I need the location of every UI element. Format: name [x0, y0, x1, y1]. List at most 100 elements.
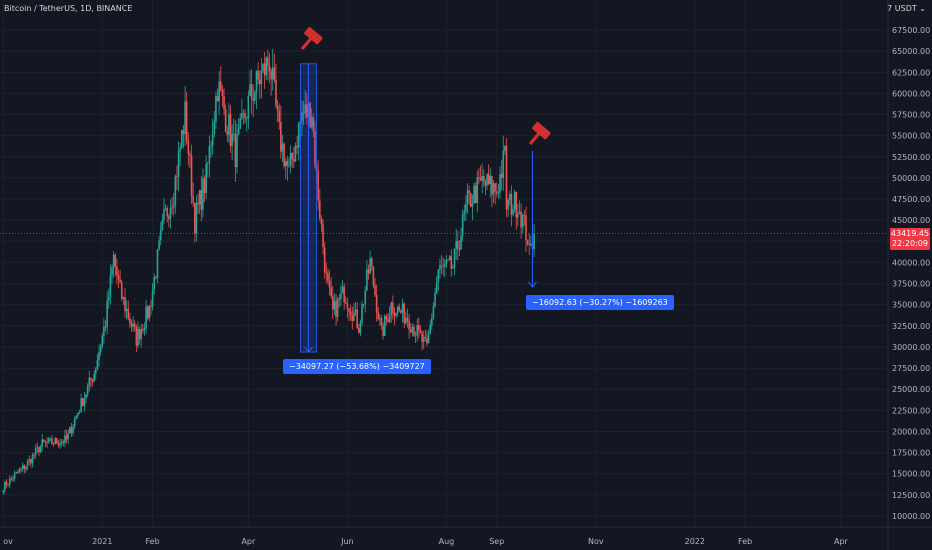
candle-body — [416, 325, 419, 336]
candle-body — [181, 130, 183, 148]
candle-body — [421, 333, 423, 342]
candle-body — [249, 84, 251, 96]
candle-body — [20, 468, 22, 470]
candle-body — [148, 306, 151, 319]
candle-body — [500, 174, 503, 178]
candle-body — [330, 287, 332, 297]
candle-body — [99, 346, 102, 352]
candle-body — [431, 318, 433, 326]
candle-body — [210, 145, 212, 147]
candle-body — [432, 306, 435, 319]
candle-body — [122, 296, 125, 299]
candle-body — [296, 145, 298, 148]
candle-body — [505, 145, 508, 210]
candle-body — [153, 277, 156, 291]
candle-body — [351, 315, 354, 321]
candle-body — [17, 472, 19, 473]
x-tick-label: Jun — [340, 537, 354, 546]
candle-body — [405, 317, 407, 324]
candle-body — [78, 411, 81, 413]
candle-body — [163, 209, 165, 221]
candle-body — [21, 465, 24, 469]
candle-body — [440, 265, 443, 267]
y-tick-label: 27500.00 — [892, 364, 930, 373]
candle-body — [280, 122, 282, 152]
candle-body — [56, 438, 58, 444]
candle-body — [244, 113, 246, 119]
x-tick-label: Sep — [489, 537, 504, 546]
symbol-title[interactable]: Bitcoin / TetherUS, 1D, BINANCE — [4, 4, 133, 13]
candle-body — [151, 290, 154, 307]
candle-body — [387, 319, 389, 323]
candle-body — [26, 461, 29, 467]
candle-body — [344, 302, 347, 304]
candle-body — [73, 419, 76, 427]
candle-body — [424, 337, 427, 338]
candle-body — [278, 110, 281, 123]
candle-body — [198, 190, 201, 205]
candle-body — [54, 438, 56, 445]
candle-body — [98, 351, 100, 361]
y-tick-label: 62500.00 — [892, 68, 930, 77]
chevron-down-icon: ⌄ — [919, 4, 926, 13]
candle-body — [47, 438, 50, 443]
candle-body — [59, 443, 61, 446]
candle-body — [15, 472, 18, 474]
candle-body — [140, 329, 143, 340]
y-tick-label: 45000.00 — [892, 216, 930, 225]
candle-body — [109, 275, 112, 298]
candle-body — [132, 323, 134, 327]
candle-body — [463, 211, 466, 215]
candle-body — [51, 438, 53, 444]
candle-body — [382, 325, 384, 336]
candle-body — [33, 454, 35, 456]
candle-body — [215, 95, 217, 122]
candle-body — [515, 192, 518, 218]
candle-body — [481, 175, 483, 181]
candle-body — [5, 481, 8, 486]
gavel-icon — [528, 121, 551, 146]
measure-label-1[interactable]: −34097.27 (−53.68%) −3409727 — [283, 359, 431, 374]
candle-body — [36, 447, 39, 449]
currency-selector[interactable]: 7 USDT ⌄ — [887, 4, 926, 13]
candle-body — [320, 218, 323, 225]
x-tick-label: ov — [3, 537, 13, 546]
candle-body — [380, 318, 383, 326]
candle-body — [143, 328, 146, 331]
candle-body — [213, 121, 216, 135]
candle-body — [119, 279, 121, 283]
candle-body — [205, 164, 207, 194]
candle-body — [319, 200, 321, 219]
candle-body — [234, 133, 237, 168]
candle-body — [437, 269, 440, 283]
candle-body — [116, 266, 118, 276]
candle-body — [439, 265, 441, 270]
candle-body — [62, 441, 65, 443]
candle-body — [403, 303, 406, 324]
candle-body — [44, 441, 47, 443]
candle-body — [10, 478, 13, 480]
x-tick-label: Feb — [146, 537, 160, 546]
candle-body — [158, 240, 160, 250]
y-tick-label: 32500.00 — [892, 322, 930, 331]
candle-body — [258, 79, 261, 85]
candle-body — [356, 309, 358, 329]
candle-body — [491, 176, 493, 195]
candle-body — [161, 220, 164, 231]
measure-label-2[interactable]: −16092.63 (−30.27%) −1609263 — [526, 295, 674, 310]
candle-body — [370, 258, 373, 267]
candle-body — [325, 272, 328, 274]
candle-body — [137, 328, 139, 346]
candle-body — [309, 103, 311, 128]
candle-body — [466, 190, 469, 204]
candle-body — [2, 490, 5, 493]
y-tick-label: 22500.00 — [892, 406, 930, 415]
candle-body — [427, 334, 430, 344]
candle-body — [171, 207, 173, 209]
candle-body — [130, 323, 133, 327]
candle-body — [166, 208, 169, 217]
candle-body — [312, 117, 315, 132]
candle-body — [465, 203, 467, 212]
